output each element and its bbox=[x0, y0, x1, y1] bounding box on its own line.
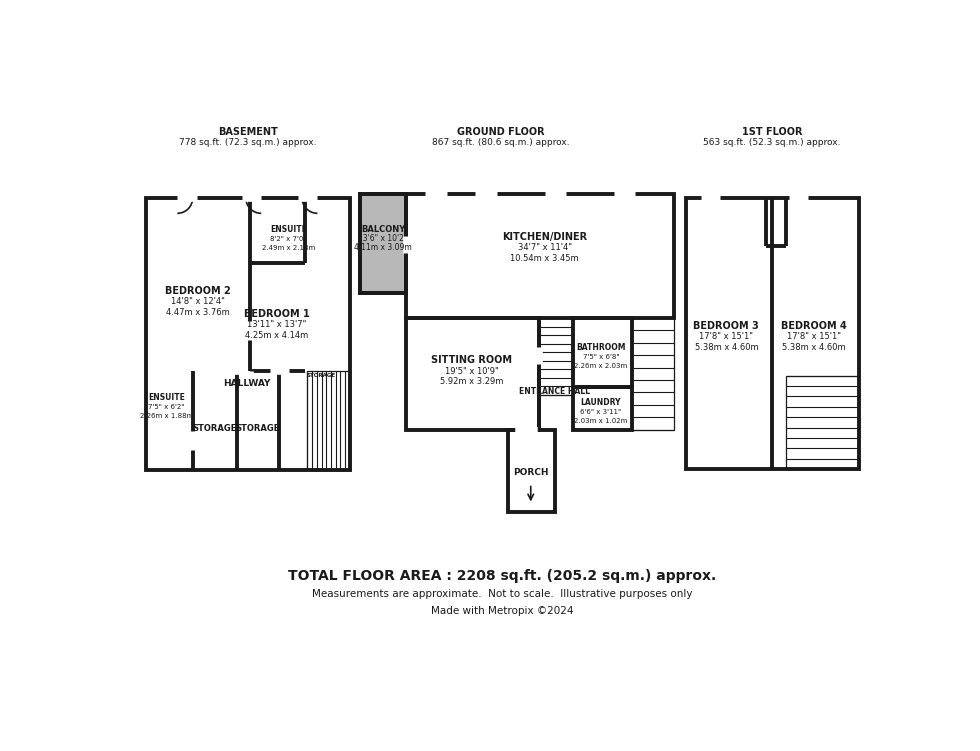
Text: 19'5" x 10'9": 19'5" x 10'9" bbox=[445, 366, 498, 376]
Text: HALLWAY: HALLWAY bbox=[222, 379, 270, 388]
Bar bbox=[573, 318, 632, 388]
Text: Made with Metropix ©2024: Made with Metropix ©2024 bbox=[431, 605, 573, 616]
Bar bbox=[632, 318, 674, 430]
Text: ENTRANCE HALL: ENTRANCE HALL bbox=[519, 387, 590, 396]
Bar bbox=[539, 318, 573, 395]
Text: STORAGE: STORAGE bbox=[235, 424, 279, 433]
Text: 10.54m x 3.45m: 10.54m x 3.45m bbox=[511, 255, 579, 264]
Text: 17'8" x 15'1": 17'8" x 15'1" bbox=[700, 332, 754, 341]
Text: 2.26m x 1.88m: 2.26m x 1.88m bbox=[140, 413, 193, 419]
Text: PORCH: PORCH bbox=[513, 468, 549, 477]
Text: STORAGE: STORAGE bbox=[193, 424, 237, 433]
Text: BEDROOM 3: BEDROOM 3 bbox=[694, 321, 760, 330]
Text: 7'5" x 6'8": 7'5" x 6'8" bbox=[582, 354, 619, 360]
Text: BATHROOM: BATHROOM bbox=[576, 342, 625, 351]
Text: 4.25m x 4.14m: 4.25m x 4.14m bbox=[245, 331, 309, 340]
Text: 5.92m x 3.29m: 5.92m x 3.29m bbox=[440, 378, 503, 387]
Text: BEDROOM 2: BEDROOM 2 bbox=[166, 286, 231, 296]
Bar bbox=[573, 388, 632, 430]
Text: 2.26m x 2.03m: 2.26m x 2.03m bbox=[574, 363, 627, 369]
Bar bbox=[360, 194, 406, 293]
Text: BALCONY: BALCONY bbox=[361, 225, 405, 234]
Bar bbox=[146, 198, 350, 469]
Text: 4.47m x 3.76m: 4.47m x 3.76m bbox=[167, 308, 230, 317]
Text: GROUND FLOOR: GROUND FLOOR bbox=[457, 128, 545, 137]
Text: 13'6" x 10'2": 13'6" x 10'2" bbox=[359, 234, 408, 243]
Text: KITCHEN/DINER: KITCHEN/DINER bbox=[502, 232, 587, 242]
Text: 34'7" x 11'4": 34'7" x 11'4" bbox=[517, 243, 571, 252]
Text: 5.38m x 4.60m: 5.38m x 4.60m bbox=[782, 342, 846, 351]
Text: 17'8" x 15'1": 17'8" x 15'1" bbox=[787, 332, 841, 341]
Text: ENSUITE: ENSUITE bbox=[270, 225, 307, 234]
Text: 2.03m x 1.02m: 2.03m x 1.02m bbox=[574, 418, 627, 424]
Text: 13'11" x 13'7": 13'11" x 13'7" bbox=[247, 321, 307, 330]
Text: BEDROOM 4: BEDROOM 4 bbox=[781, 321, 847, 330]
Text: 778 sq.ft. (72.3 sq.m.) approx.: 778 sq.ft. (72.3 sq.m.) approx. bbox=[179, 138, 317, 147]
Text: 7'5" x 6'2": 7'5" x 6'2" bbox=[148, 403, 184, 409]
Text: LAUNDRY: LAUNDRY bbox=[580, 398, 621, 407]
Text: 6'6" x 3'11": 6'6" x 3'11" bbox=[580, 409, 621, 415]
Text: STORAGE: STORAGE bbox=[307, 373, 336, 379]
Bar bbox=[308, 371, 350, 469]
Text: 8'2" x 7'0": 8'2" x 7'0" bbox=[270, 236, 307, 242]
Bar bbox=[508, 430, 555, 512]
Text: TOTAL FLOOR AREA : 2208 sq.ft. (205.2 sq.m.) approx.: TOTAL FLOOR AREA : 2208 sq.ft. (205.2 sq… bbox=[288, 569, 716, 583]
Text: 1ST FLOOR: 1ST FLOOR bbox=[742, 128, 802, 137]
Text: Measurements are approximate.  Not to scale.  Illustrative purposes only: Measurements are approximate. Not to sca… bbox=[312, 590, 693, 599]
Text: BASEMENT: BASEMENT bbox=[219, 128, 278, 137]
Text: 4.11m x 3.09m: 4.11m x 3.09m bbox=[354, 243, 412, 252]
Bar bbox=[406, 194, 674, 318]
Text: 2.49m x 2.13m: 2.49m x 2.13m bbox=[262, 245, 315, 251]
Text: ENSUITE: ENSUITE bbox=[148, 393, 185, 402]
Bar bbox=[406, 318, 539, 430]
Bar bbox=[786, 376, 858, 469]
Text: BEDROOM 1: BEDROOM 1 bbox=[244, 309, 310, 319]
Text: 14'8" x 12'4": 14'8" x 12'4" bbox=[172, 297, 225, 306]
Text: 563 sq.ft. (52.3 sq.m.) approx.: 563 sq.ft. (52.3 sq.m.) approx. bbox=[703, 138, 841, 147]
Bar bbox=[686, 198, 858, 469]
Bar bbox=[360, 194, 406, 293]
Text: SITTING ROOM: SITTING ROOM bbox=[431, 355, 512, 366]
Text: 5.38m x 4.60m: 5.38m x 4.60m bbox=[695, 342, 759, 351]
Text: 867 sq.ft. (80.6 sq.m.) approx.: 867 sq.ft. (80.6 sq.m.) approx. bbox=[432, 138, 569, 147]
